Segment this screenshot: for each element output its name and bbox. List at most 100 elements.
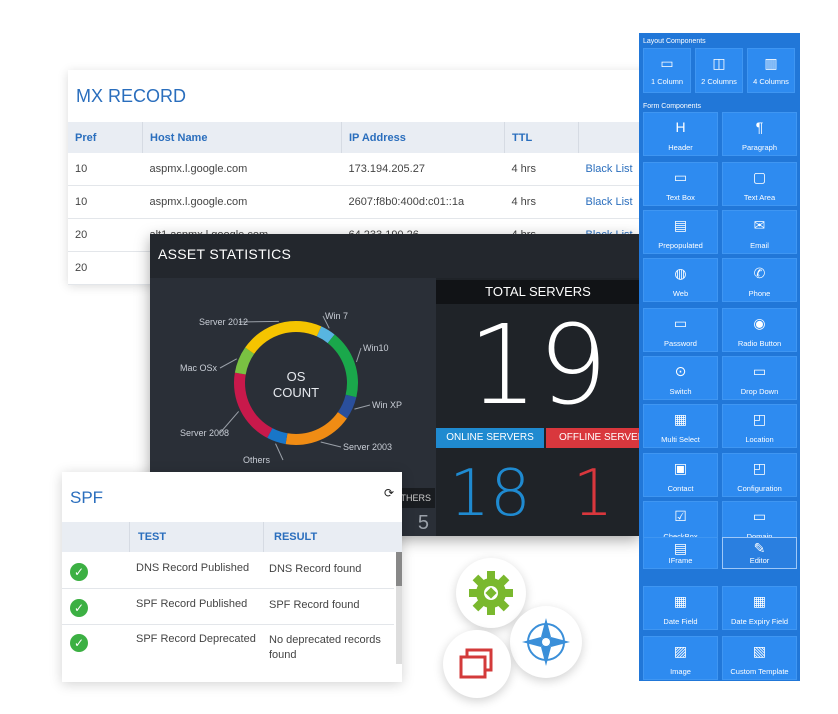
header-icon: H (675, 119, 686, 135)
table-row: ✓ SPF Record Deprecated No deprecated re… (62, 625, 394, 669)
total-servers-label: TOTAL SERVERS (436, 280, 640, 304)
offline-servers-value: 1 (572, 457, 614, 531)
component-tile-password[interactable]: ▭ Password (643, 308, 718, 352)
component-tile-label: 2 Columns (701, 77, 737, 86)
form-components-title: Form Components (643, 103, 701, 110)
donut-slice (327, 334, 358, 398)
donut-slice-label: Win10 (363, 343, 389, 353)
refresh-icon[interactable]: ⟳ (383, 486, 394, 500)
cell-host: aspmx.l.google.com (142, 153, 342, 186)
donut-leader-line (275, 443, 284, 461)
component-tile-label: Image (670, 667, 691, 676)
column-header-test: TEST (138, 531, 167, 543)
component-tile-one-column[interactable]: ▭ 1 Column (643, 48, 691, 93)
component-tile-web[interactable]: ◍ Web (643, 258, 718, 302)
date-field-icon: ▦ (673, 593, 688, 609)
component-tile-switch[interactable]: ⊙ Switch (643, 356, 718, 400)
donut-slice (245, 321, 322, 354)
configuration-icon: ◰ (752, 460, 767, 476)
spf-title: SPF (70, 488, 104, 507)
table-row: 10 aspmx.l.google.com 173.194.205.27 4 h… (68, 153, 648, 186)
cell-pref: 10 (68, 185, 143, 219)
component-tile-label: 4 Columns (753, 77, 789, 86)
component-tile-label: 1 Column (650, 77, 684, 86)
paragraph-icon: ¶ (755, 119, 764, 135)
online-servers-label: ONLINE SERVERS (436, 428, 544, 448)
spf-table-header: TEST RESULT (62, 522, 402, 552)
component-tile-radio-button[interactable]: ◉ Radio Button (722, 308, 797, 352)
cell-ttl: 4 hrs (504, 185, 579, 219)
component-tile-two-columns[interactable]: ◫ 2 Columns (695, 48, 743, 93)
donut-slice (234, 372, 273, 438)
radio-button-icon: ◉ (753, 315, 766, 331)
cell-test: SPF Record Deprecated (136, 633, 256, 645)
two-columns-icon: ◫ (712, 55, 726, 71)
cell-result: SPF Record found (269, 599, 360, 611)
donut-slice-label: Server 2008 (180, 428, 229, 438)
total-servers-value: 19 (468, 301, 608, 429)
donut-slice (267, 428, 288, 445)
component-tile-label: Radio Button (737, 339, 782, 348)
cell-pref: 20 (68, 251, 143, 285)
cell-test: SPF Record Published (136, 598, 248, 610)
cell-result: No deprecated records found (269, 634, 381, 661)
component-tile-label: Date Field (663, 617, 698, 626)
component-tile-four-columns[interactable]: ▥ 4 Columns (747, 48, 795, 93)
cell-host: aspmx.l.google.com (142, 185, 342, 219)
component-tile-multi-select[interactable]: ▦ Multi Select (643, 404, 718, 448)
component-tile-contact[interactable]: ▣ Contact (643, 453, 718, 497)
component-tile-image[interactable]: ▨ Image (643, 636, 718, 680)
component-tile-location[interactable]: ◰ Location (722, 404, 797, 448)
donut-leader-line (238, 320, 279, 323)
component-tile-label: Configuration (737, 484, 782, 493)
component-tile-email[interactable]: ✉ Email (722, 210, 797, 254)
component-tile-configuration[interactable]: ◰ Configuration (722, 453, 797, 497)
compass-icon (522, 618, 570, 666)
mx-table-header: Pref Host Name IP Address TTL (68, 122, 648, 153)
donut-leader-line (219, 358, 238, 369)
check-icon: ✓ (70, 634, 88, 652)
cell-result: DNS Record found (269, 563, 362, 575)
cell-ip: 173.194.205.27 (341, 153, 505, 186)
donut-slice-label: Others (243, 455, 271, 465)
component-tile-label: Date Expiry Field (730, 617, 789, 626)
component-tile-date-field[interactable]: ▦ Date Field (643, 586, 718, 630)
component-tile-label: Multi Select (661, 435, 700, 444)
component-tile-date-expiry-field[interactable]: ▦ Date Expiry Field (722, 586, 797, 630)
component-tile-phone[interactable]: ✆ Phone (722, 258, 797, 302)
component-tile-text-area[interactable]: ▢ Text Area (722, 162, 797, 206)
component-tile-label: Password (664, 339, 697, 348)
donut-slice (337, 394, 357, 419)
component-tile-iframe[interactable]: ▤ IFrame (643, 537, 718, 569)
donut-slice (316, 326, 335, 344)
black-list-link[interactable]: Black List (578, 153, 648, 186)
donut-center-label: COUNT (273, 385, 319, 400)
text-box-icon: ▭ (673, 169, 688, 185)
component-tile-label: Contact (667, 484, 694, 493)
column-header-ip-address: IP Address (341, 122, 505, 153)
component-tile-header[interactable]: H Header (643, 112, 718, 156)
component-tile-editor[interactable]: ✎ Editor (722, 537, 797, 569)
donut-slice-label: Mac OSx (180, 363, 218, 373)
donut-center-label: OS (287, 369, 306, 384)
component-tile-drop-down[interactable]: ▭ Drop Down (722, 356, 797, 400)
email-icon: ✉ (753, 217, 766, 233)
asset-statistics-title: ASSET STATISTICS (158, 246, 292, 262)
component-tile-paragraph[interactable]: ¶ Paragraph (722, 112, 797, 156)
domain-icon: ▭ (752, 508, 767, 524)
component-tile-text-box[interactable]: ▭ Text Box (643, 162, 718, 206)
black-list-link[interactable]: Black List (578, 185, 648, 219)
component-tile-custom-template[interactable]: ▧ Custom Template (722, 636, 797, 680)
windows-badge (443, 630, 511, 698)
four-columns-icon: ▥ (764, 55, 778, 71)
cell-test: DNS Record Published (136, 562, 250, 574)
component-tile-label: Prepopulated (658, 241, 703, 250)
drop-down-icon: ▭ (752, 363, 767, 379)
component-tile-label: Switch (669, 387, 692, 396)
component-tile-label: IFrame (668, 556, 693, 565)
component-tile-label: Location (745, 435, 774, 444)
settings-badge (456, 558, 526, 628)
scrollbar[interactable] (396, 552, 402, 664)
component-tile-prepopulated[interactable]: ▤ Prepopulated (643, 210, 718, 254)
scrollbar-thumb[interactable] (396, 552, 402, 586)
